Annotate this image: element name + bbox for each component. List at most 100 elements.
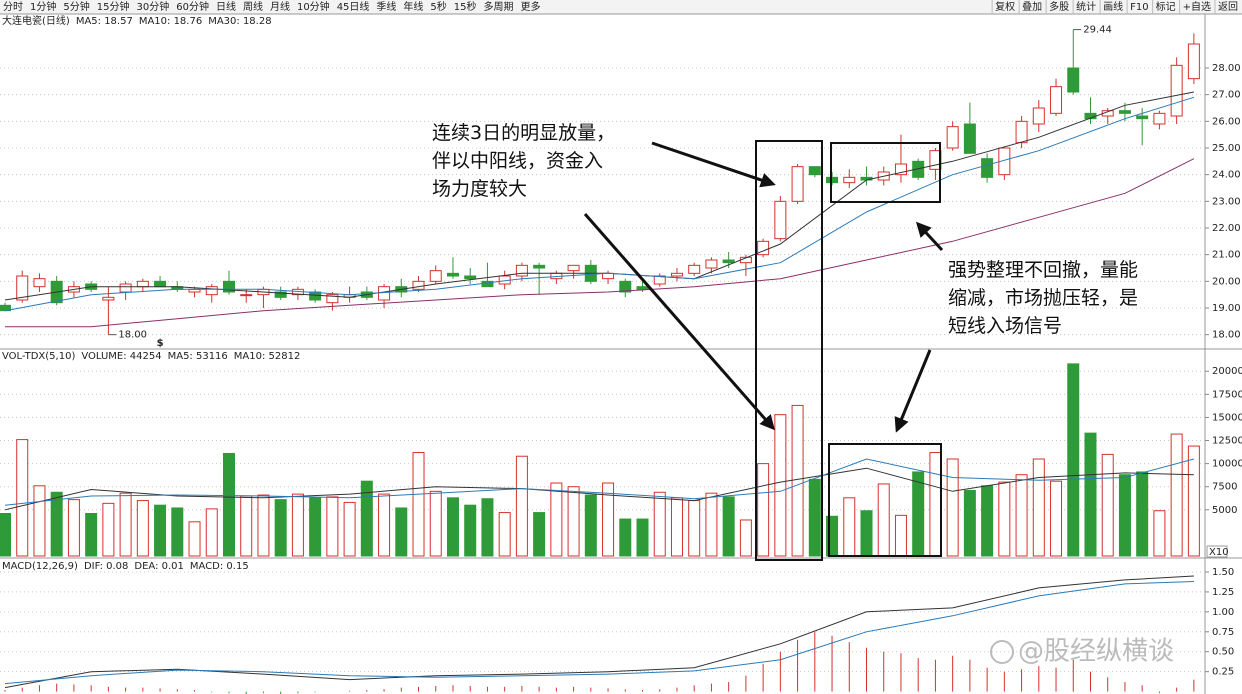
volume-bar — [619, 518, 632, 557]
period-button[interactable]: 年线 — [403, 0, 423, 13]
volume-bar — [446, 497, 459, 557]
y-tick-label: 24.00 — [1212, 170, 1241, 181]
candle-body — [326, 294, 339, 304]
volume-bar — [688, 500, 701, 557]
period-button[interactable]: 15分钟 — [97, 0, 130, 13]
candle-body — [774, 200, 787, 240]
period-button[interactable]: 30分钟 — [136, 0, 169, 13]
callout-text: 伴以中阳线，资金入 — [432, 150, 603, 172]
volume-bar — [739, 519, 752, 557]
candle-body — [102, 296, 115, 301]
candle-body — [515, 264, 528, 277]
indicator-line — [4, 581, 1194, 685]
candle-body — [274, 291, 287, 298]
volume-bar — [912, 471, 925, 557]
volume-bar — [343, 501, 356, 557]
period-button[interactable]: 日线 — [216, 0, 236, 13]
volume-bar — [998, 481, 1011, 557]
volume-bar — [429, 490, 442, 557]
tool-button[interactable]: 标记 — [1156, 1, 1176, 13]
y-tick-label: 28.00 — [1212, 63, 1241, 74]
y-tick-label: 27.00 — [1212, 90, 1241, 101]
candle-body — [205, 286, 218, 296]
candle-body — [240, 294, 253, 297]
period-button[interactable]: 月线 — [270, 0, 290, 13]
tool-button[interactable]: 画线 — [1103, 0, 1123, 13]
volume-bar — [602, 482, 615, 557]
legend-item: MA5: 53116 — [168, 351, 228, 362]
candle-body — [1118, 110, 1131, 114]
volume-bar — [171, 507, 184, 557]
legend-item: DEA: 0.01 — [134, 561, 184, 572]
callout-text: 短线入场信号 — [948, 315, 1062, 337]
volume-bar — [291, 493, 304, 557]
period-button[interactable]: 45日线 — [337, 0, 370, 13]
indicator-line — [5, 158, 1195, 328]
tool-button[interactable]: 复权 — [995, 0, 1015, 13]
tool-button[interactable]: +自选 — [1183, 0, 1211, 13]
period-button[interactable]: 更多 — [521, 0, 541, 13]
candle-body — [446, 272, 459, 277]
watermark: @股经纵横谈 — [1018, 637, 1174, 667]
period-button[interactable]: 1分钟 — [30, 0, 56, 13]
volume-bar — [946, 458, 959, 557]
period-button[interactable]: 10分钟 — [297, 0, 330, 13]
volume-bar — [16, 439, 29, 557]
period-button[interactable]: 分时 — [3, 1, 23, 13]
y-tick-label: 22.00 — [1212, 223, 1241, 234]
volume-bar — [85, 513, 98, 557]
tool-button[interactable]: 叠加 — [1022, 1, 1042, 13]
candle-body — [378, 286, 391, 301]
volume-bar — [567, 486, 580, 557]
indicator-line — [4, 467, 1194, 511]
volume-bar — [584, 494, 597, 557]
volume-bar — [395, 507, 408, 557]
tool-button[interactable]: 多股 — [1049, 0, 1069, 13]
volume-bar — [1118, 474, 1131, 557]
candle-body — [670, 272, 683, 277]
volume-bar — [705, 492, 718, 557]
candle-body — [791, 166, 804, 202]
period-button[interactable]: 15秒 — [454, 0, 477, 13]
volume-bar — [378, 493, 391, 557]
volume-bar — [257, 494, 270, 557]
candle-body — [136, 280, 149, 288]
volume-bar — [498, 512, 511, 557]
candle-body — [1170, 64, 1183, 117]
chart-title: 大连电瓷(日线) — [2, 14, 70, 27]
legend-item: MA30: 18.28 — [208, 16, 271, 27]
y-tick-label: 19.00 — [1212, 303, 1241, 314]
volume-bar — [240, 495, 253, 557]
period-button[interactable]: 多周期 — [484, 0, 514, 13]
volume-bar — [515, 455, 528, 557]
tool-button[interactable]: F10 — [1130, 2, 1148, 13]
period-button[interactable]: 5秒 — [430, 0, 446, 13]
volume-bar — [50, 491, 63, 557]
period-button[interactable]: 季线 — [376, 0, 396, 13]
candle-body — [1136, 115, 1149, 120]
period-button[interactable]: 5分钟 — [63, 0, 89, 13]
callout-text: 连续3日的明显放量， — [432, 122, 615, 144]
y-tick-label: 0.50 — [1212, 647, 1234, 658]
volume-bar — [774, 414, 787, 557]
y-tick-label: 5000 — [1212, 505, 1237, 516]
candle-body — [1067, 67, 1080, 93]
candle-body — [1050, 86, 1063, 114]
volume-bar — [412, 452, 425, 557]
tool-button[interactable]: 统计 — [1076, 0, 1096, 13]
volume-bar — [981, 485, 994, 557]
candle-body — [1187, 43, 1200, 80]
volume-bar — [963, 489, 976, 557]
y-tick-label: 0.25 — [1212, 667, 1234, 678]
period-button[interactable]: 60分钟 — [176, 0, 209, 13]
watermark-icon — [990, 640, 1014, 664]
candle-body — [1015, 120, 1028, 144]
arrow — [894, 349, 932, 433]
legend-item: MA5: 18.57 — [76, 16, 133, 27]
volume-bar — [222, 452, 235, 557]
tool-button[interactable]: 返回 — [1218, 1, 1238, 13]
arrow — [915, 221, 944, 252]
period-button[interactable]: 周线 — [243, 0, 263, 13]
marker: $ — [157, 338, 164, 349]
indicator-line — [4, 96, 1195, 312]
